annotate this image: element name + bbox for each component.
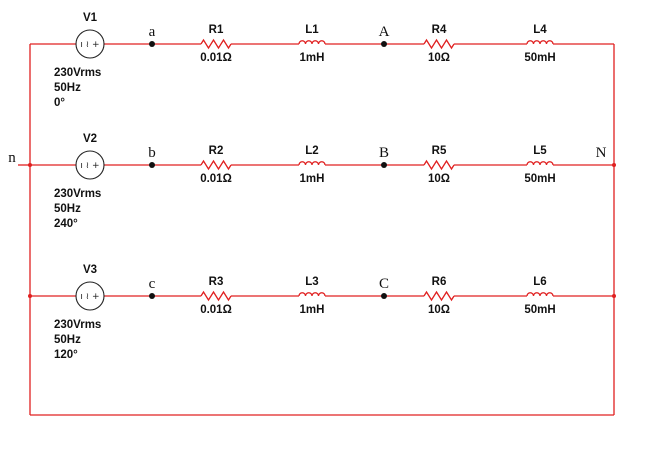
node-label-N: N (596, 145, 607, 161)
component-name: R3 (209, 276, 224, 288)
component-value: 10Ω (428, 173, 450, 185)
component-value: 0.01Ω (200, 52, 232, 64)
source-frequency: 50Hz (54, 334, 81, 346)
ac-source-symbol (75, 281, 105, 311)
component-name: L1 (305, 24, 319, 36)
component-value: 50mH (524, 304, 555, 316)
node-dot (381, 293, 387, 299)
component-name: L6 (533, 276, 546, 288)
component-value: 1mH (300, 304, 325, 316)
node-dot (381, 162, 387, 168)
component-value: 50mH (524, 52, 555, 64)
node-dot (149, 293, 155, 299)
source-voltage: 230Vrms (54, 67, 101, 79)
resistor-symbol (423, 290, 455, 302)
phase-row-1: ı ≀ + V1 230Vrms 50Hz 0° a A R1 0.01Ω L1 1mH R4 10Ω L… (30, 12, 614, 109)
node-label-C: C (379, 276, 389, 292)
inductor-symbol (298, 161, 326, 166)
node-label-c: c (149, 276, 156, 292)
ac-source-symbol (75, 29, 105, 59)
component-value: 0.01Ω (200, 173, 232, 185)
inductor-symbol (526, 40, 554, 45)
component-name: R2 (209, 145, 224, 157)
source-name: V2 (83, 133, 97, 145)
inductor-symbol (526, 292, 554, 297)
source-phase: 120° (54, 349, 78, 361)
ac-source-glyph: ı ≀ + (80, 292, 99, 302)
resistor-symbol (200, 38, 232, 50)
component-value: 50mH (524, 173, 555, 185)
ac-source-glyph: ı ≀ + (80, 161, 99, 171)
ac-source-glyph: ı ≀ + (80, 40, 99, 50)
component-value: 1mH (300, 173, 325, 185)
source-name: V1 (83, 12, 98, 24)
source-voltage: 230Vrms (54, 319, 101, 331)
node-dot (149, 162, 155, 168)
node-label-A: A (379, 24, 390, 40)
component-name: R1 (209, 24, 224, 36)
component-name: R4 (432, 24, 447, 36)
phase-row-2: ı ≀ + V2 230Vrms 50Hz 240° b B R2 0.01Ω L2 1mH R5 10… (30, 133, 614, 230)
source-name: V3 (83, 264, 97, 276)
node-label-B: B (379, 145, 389, 161)
node-dot (381, 41, 387, 47)
inductor-symbol (298, 40, 326, 45)
component-name: L4 (533, 24, 547, 36)
ac-source-symbol (75, 150, 105, 180)
node-label-a: a (149, 24, 156, 40)
source-phase: 0° (54, 97, 65, 109)
component-name: R5 (432, 145, 447, 157)
source-voltage: 230Vrms (54, 188, 101, 200)
component-name: L2 (305, 145, 318, 157)
inductor-symbol (298, 292, 326, 297)
source-frequency: 50Hz (54, 82, 81, 94)
node-label-n: n (8, 150, 16, 166)
component-value: 1mH (300, 52, 325, 64)
resistor-symbol (423, 38, 455, 50)
component-name: R6 (432, 276, 447, 288)
component-value: 0.01Ω (200, 304, 232, 316)
inductor-symbol (526, 161, 554, 166)
node-label-b: b (148, 145, 156, 161)
source-frequency: 50Hz (54, 203, 81, 215)
component-name: L5 (533, 145, 547, 157)
resistor-symbol (423, 159, 455, 171)
component-value: 10Ω (428, 304, 450, 316)
resistor-symbol (200, 159, 232, 171)
node-dot (149, 41, 155, 47)
source-phase: 240° (54, 218, 78, 230)
component-name: L3 (305, 276, 318, 288)
component-value: 10Ω (428, 52, 450, 64)
phase-row-3: ı ≀ + V3 230Vrms 50Hz 120° c C R3 0.01Ω L3 1mH R6 10… (30, 264, 614, 361)
resistor-symbol (200, 290, 232, 302)
